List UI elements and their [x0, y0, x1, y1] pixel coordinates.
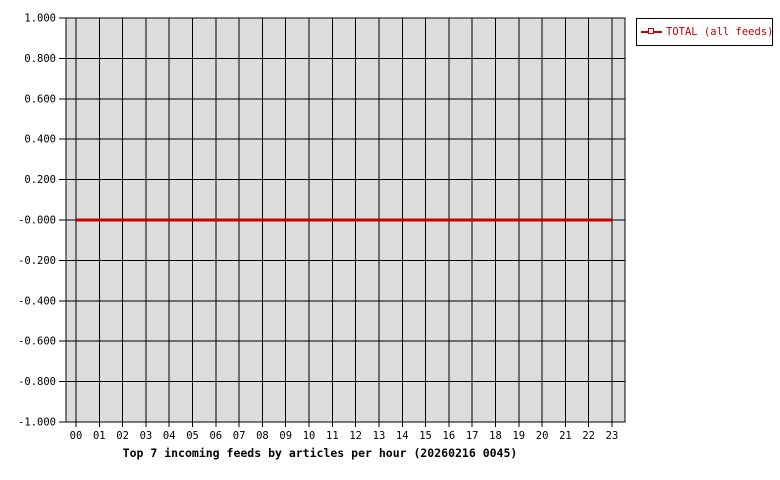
x-tick-label: 00	[70, 430, 83, 442]
y-tick-label: -0.800	[18, 376, 56, 388]
legend-box: TOTAL (all feeds)	[636, 18, 773, 46]
y-tick-label: -0.200	[18, 255, 56, 267]
x-tick-label: 11	[326, 430, 339, 442]
x-tick-label: 23	[606, 430, 619, 442]
legend-point-marker-icon	[648, 28, 654, 34]
y-tick-label: 0.400	[24, 134, 56, 146]
x-tick-label: 16	[443, 430, 456, 442]
y-tick-label: -1.000	[18, 417, 56, 429]
x-tick-label: 03	[140, 430, 153, 442]
x-tick-label: 21	[559, 430, 572, 442]
y-tick-label: -0.600	[18, 336, 56, 348]
x-tick-label: 13	[373, 430, 386, 442]
y-tick-label: -0.400	[18, 295, 56, 307]
x-tick-label: 07	[233, 430, 246, 442]
y-tick-label: 1.000	[24, 13, 56, 25]
x-tick-label: 01	[93, 430, 106, 442]
x-tick-label: 02	[116, 430, 129, 442]
x-tick-label: 17	[466, 430, 479, 442]
legend-line-sample	[641, 27, 662, 37]
y-tick-label: 0.600	[24, 93, 56, 105]
x-tick-label: 06	[209, 430, 222, 442]
x-tick-label: 09	[279, 430, 292, 442]
y-tick-label: 0.800	[24, 53, 56, 65]
chart-title: Top 7 incoming feeds by articles per hou…	[122, 446, 518, 460]
x-tick-label: 12	[349, 430, 362, 442]
y-tick-label: 0.200	[24, 174, 56, 186]
legend-label-total: TOTAL (all feeds)	[666, 26, 774, 38]
x-tick-label: 20	[536, 430, 549, 442]
x-tick-label: 04	[163, 430, 176, 442]
plot-border	[65, 17, 626, 423]
x-tick-label: 18	[489, 430, 502, 442]
x-tick-label: 19	[512, 430, 525, 442]
x-tick-label: 22	[582, 430, 595, 442]
x-tick-label: 15	[419, 430, 432, 442]
x-tick-label: 10	[303, 430, 316, 442]
x-tick-label: 05	[186, 430, 199, 442]
x-tick-label: 14	[396, 430, 409, 442]
y-tick-label: -0.000	[18, 215, 56, 227]
x-tick-label: 08	[256, 430, 269, 442]
